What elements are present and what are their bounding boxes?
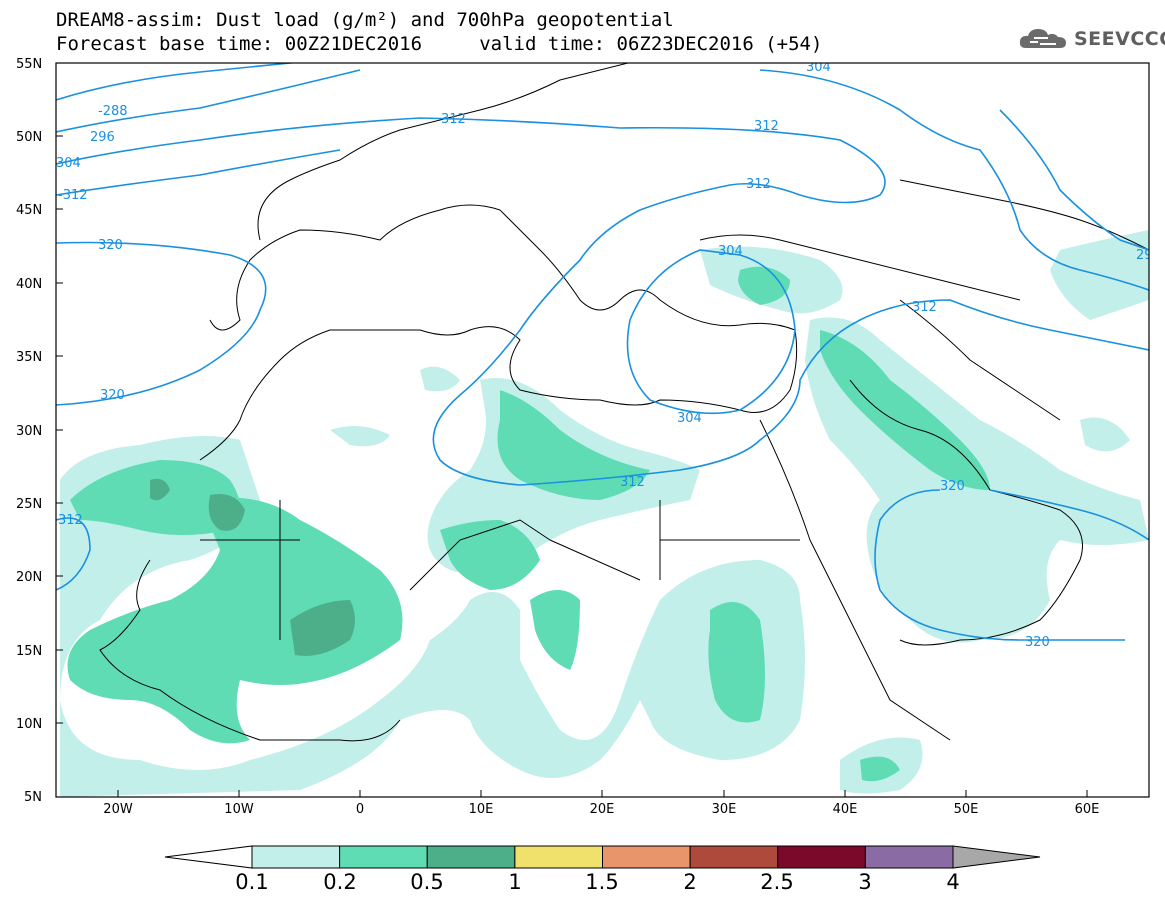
lat-label: 40N xyxy=(16,277,42,292)
longitude-labels: 20W 10W 0 10E 20E 30E 40E 50E 60E xyxy=(103,802,1099,817)
colorbar-cell xyxy=(602,845,691,869)
lat-label: 55N xyxy=(16,57,42,72)
contour-label: 320 xyxy=(940,479,965,494)
chart-title: DREAM8-assim: Dust load (g/m²) and 700hP… xyxy=(56,9,674,31)
contour-label: 312 xyxy=(620,475,645,490)
contour-label: 320 xyxy=(100,388,125,403)
colorbar-label: 2.5 xyxy=(760,870,794,894)
colorbar-cells xyxy=(251,845,954,869)
colorbar-under-arrow xyxy=(164,845,253,869)
seevccc-logo: SEEVCCC xyxy=(1018,26,1165,52)
logo-text: SEEVCCC xyxy=(1074,28,1165,50)
contour-label: 312 xyxy=(754,119,779,134)
contour-label: 304 xyxy=(677,411,702,426)
lon-label: 20W xyxy=(103,802,133,817)
colorbar-cell xyxy=(777,845,866,869)
contour-labels: 304 -288 296 312 304 -312 320 312 312 30… xyxy=(56,60,1153,650)
lat-label: 35N xyxy=(16,350,42,365)
contour-label: 304 xyxy=(56,156,81,171)
lat-label: 5N xyxy=(24,790,42,805)
cloud-icon xyxy=(1019,29,1066,48)
colorbar-label: 0.1 xyxy=(235,870,269,894)
lat-label: 25N xyxy=(16,497,42,512)
contour-label: 320 xyxy=(1025,635,1050,650)
lon-label: 60E xyxy=(1075,802,1100,817)
colorbar-label: 2 xyxy=(683,870,697,894)
colorbar-label: 0.5 xyxy=(410,870,444,894)
colorbar-label: 1.5 xyxy=(585,870,619,894)
lat-label: 10N xyxy=(16,717,42,732)
axis-ticks xyxy=(56,62,1088,797)
lon-label: 40E xyxy=(833,802,858,817)
contour-label: 304 xyxy=(806,60,831,75)
contour-label: 296 xyxy=(90,130,115,145)
colorbar-cell xyxy=(689,845,779,869)
colorbar-label: 3 xyxy=(858,870,872,894)
contour-label: 320 xyxy=(98,238,123,253)
colorbar-cell xyxy=(426,845,516,869)
colorbar-cell xyxy=(251,845,341,869)
latitude-labels: 55N 50N 45N 40N 35N 30N 25N 20N 15N 10N … xyxy=(16,57,42,805)
contour-label: 312 xyxy=(746,177,771,192)
contour-label: 29 xyxy=(1136,248,1153,263)
lat-label: 30N xyxy=(16,424,42,439)
lon-label: 20E xyxy=(590,802,615,817)
lon-label: 10W xyxy=(224,802,254,817)
colorbar-cell xyxy=(514,845,603,869)
colorbar-label: 4 xyxy=(946,870,960,894)
lat-label: 15N xyxy=(16,644,42,659)
contour-label: 312 xyxy=(441,112,466,127)
contour-label: 304 xyxy=(718,244,743,259)
contour-label: -312 xyxy=(58,188,88,203)
colorbar-label: 0.2 xyxy=(323,870,357,894)
colorbar-over-arrow xyxy=(952,845,1041,869)
lon-label: 10E xyxy=(469,802,494,817)
contour-label: 312 xyxy=(58,513,83,528)
geopotential-contours xyxy=(56,63,1149,641)
colorbar-cell xyxy=(864,845,954,869)
dust-shading-mid xyxy=(67,266,990,782)
lat-label: 50N xyxy=(16,130,42,145)
contour-label: -288 xyxy=(98,104,128,119)
lon-label: 50E xyxy=(954,802,979,817)
contour-label: 312 xyxy=(912,300,937,315)
lat-label: 45N xyxy=(16,203,42,218)
colorbar-label: 1 xyxy=(508,870,522,894)
dust-shading-high xyxy=(150,478,355,656)
lon-label: 0 xyxy=(356,802,364,817)
lon-label: 30E xyxy=(712,802,737,817)
colorbar-cell xyxy=(339,845,428,869)
chart-subtitle: Forecast base time: 00Z21DEC2016 valid t… xyxy=(56,33,823,55)
lat-label: 20N xyxy=(16,570,42,585)
